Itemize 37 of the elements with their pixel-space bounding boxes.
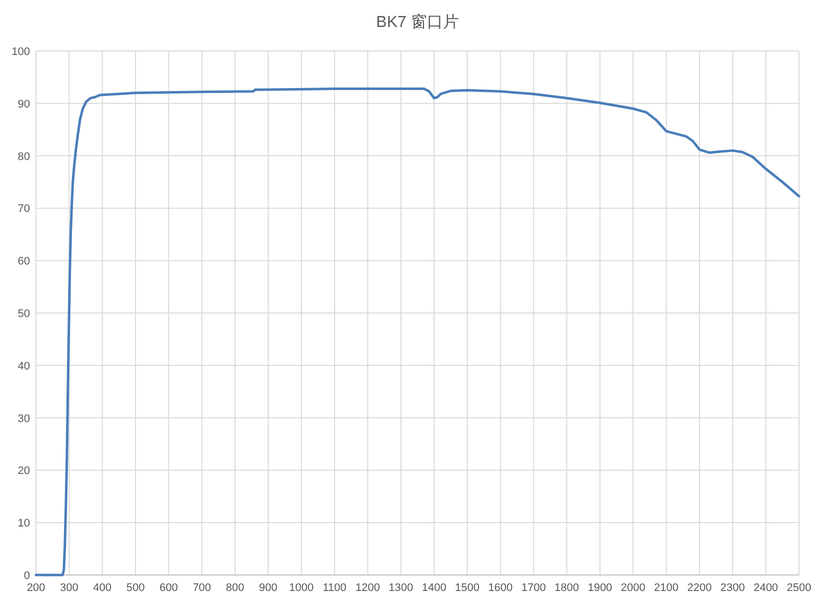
y-tick-label: 50 [18, 308, 30, 320]
y-tick-label: 20 [18, 465, 30, 478]
y-tick-label: 70 [18, 203, 30, 216]
y-tick-label: 30 [18, 412, 30, 425]
x-tick-label: 900 [259, 582, 278, 594]
line-series [34, 87, 800, 576]
x-tick-label: 800 [226, 582, 244, 594]
x-tick-label: 2200 [687, 582, 712, 594]
x-tick-label: 2300 [720, 582, 745, 594]
x-tick-label: 2500 [786, 582, 812, 594]
x-tick-label: 500 [126, 582, 145, 594]
x-tick-label: 2400 [754, 582, 778, 594]
x-tick-label: 300 [60, 582, 78, 594]
x-tick-label: 1400 [422, 582, 446, 594]
x-tick-label: 400 [93, 582, 112, 594]
chart-title: BK7 窗口片 [376, 13, 459, 31]
x-tick-label: 2000 [620, 582, 646, 594]
x-tick-label: 1700 [521, 582, 546, 594]
x-tick-label: 1100 [322, 582, 346, 594]
y-tick-label: 100 [12, 46, 30, 58]
y-tick-label: 80 [18, 150, 30, 163]
y-tick-label: 60 [18, 256, 30, 268]
x-tick-label: 700 [192, 582, 212, 594]
x-tick-label: 2100 [654, 582, 679, 594]
x-tick-label: 200 [26, 582, 46, 594]
x-tick-label: 1600 [488, 582, 513, 594]
y-tick-label: 10 [18, 518, 30, 530]
x-tick-label: 1300 [388, 582, 414, 594]
y-tick-label: 90 [18, 98, 30, 110]
x-tick-label: 1500 [455, 582, 480, 594]
x-tick-label: 600 [160, 582, 178, 594]
x-tick-label: 1900 [588, 582, 612, 594]
x-tick-label: 1000 [289, 582, 314, 594]
y-tick-label: 40 [18, 360, 30, 372]
x-tick-label: 1800 [554, 582, 580, 594]
x-tick-label: 1200 [355, 582, 380, 594]
y-tick-label: 0 [24, 570, 30, 582]
